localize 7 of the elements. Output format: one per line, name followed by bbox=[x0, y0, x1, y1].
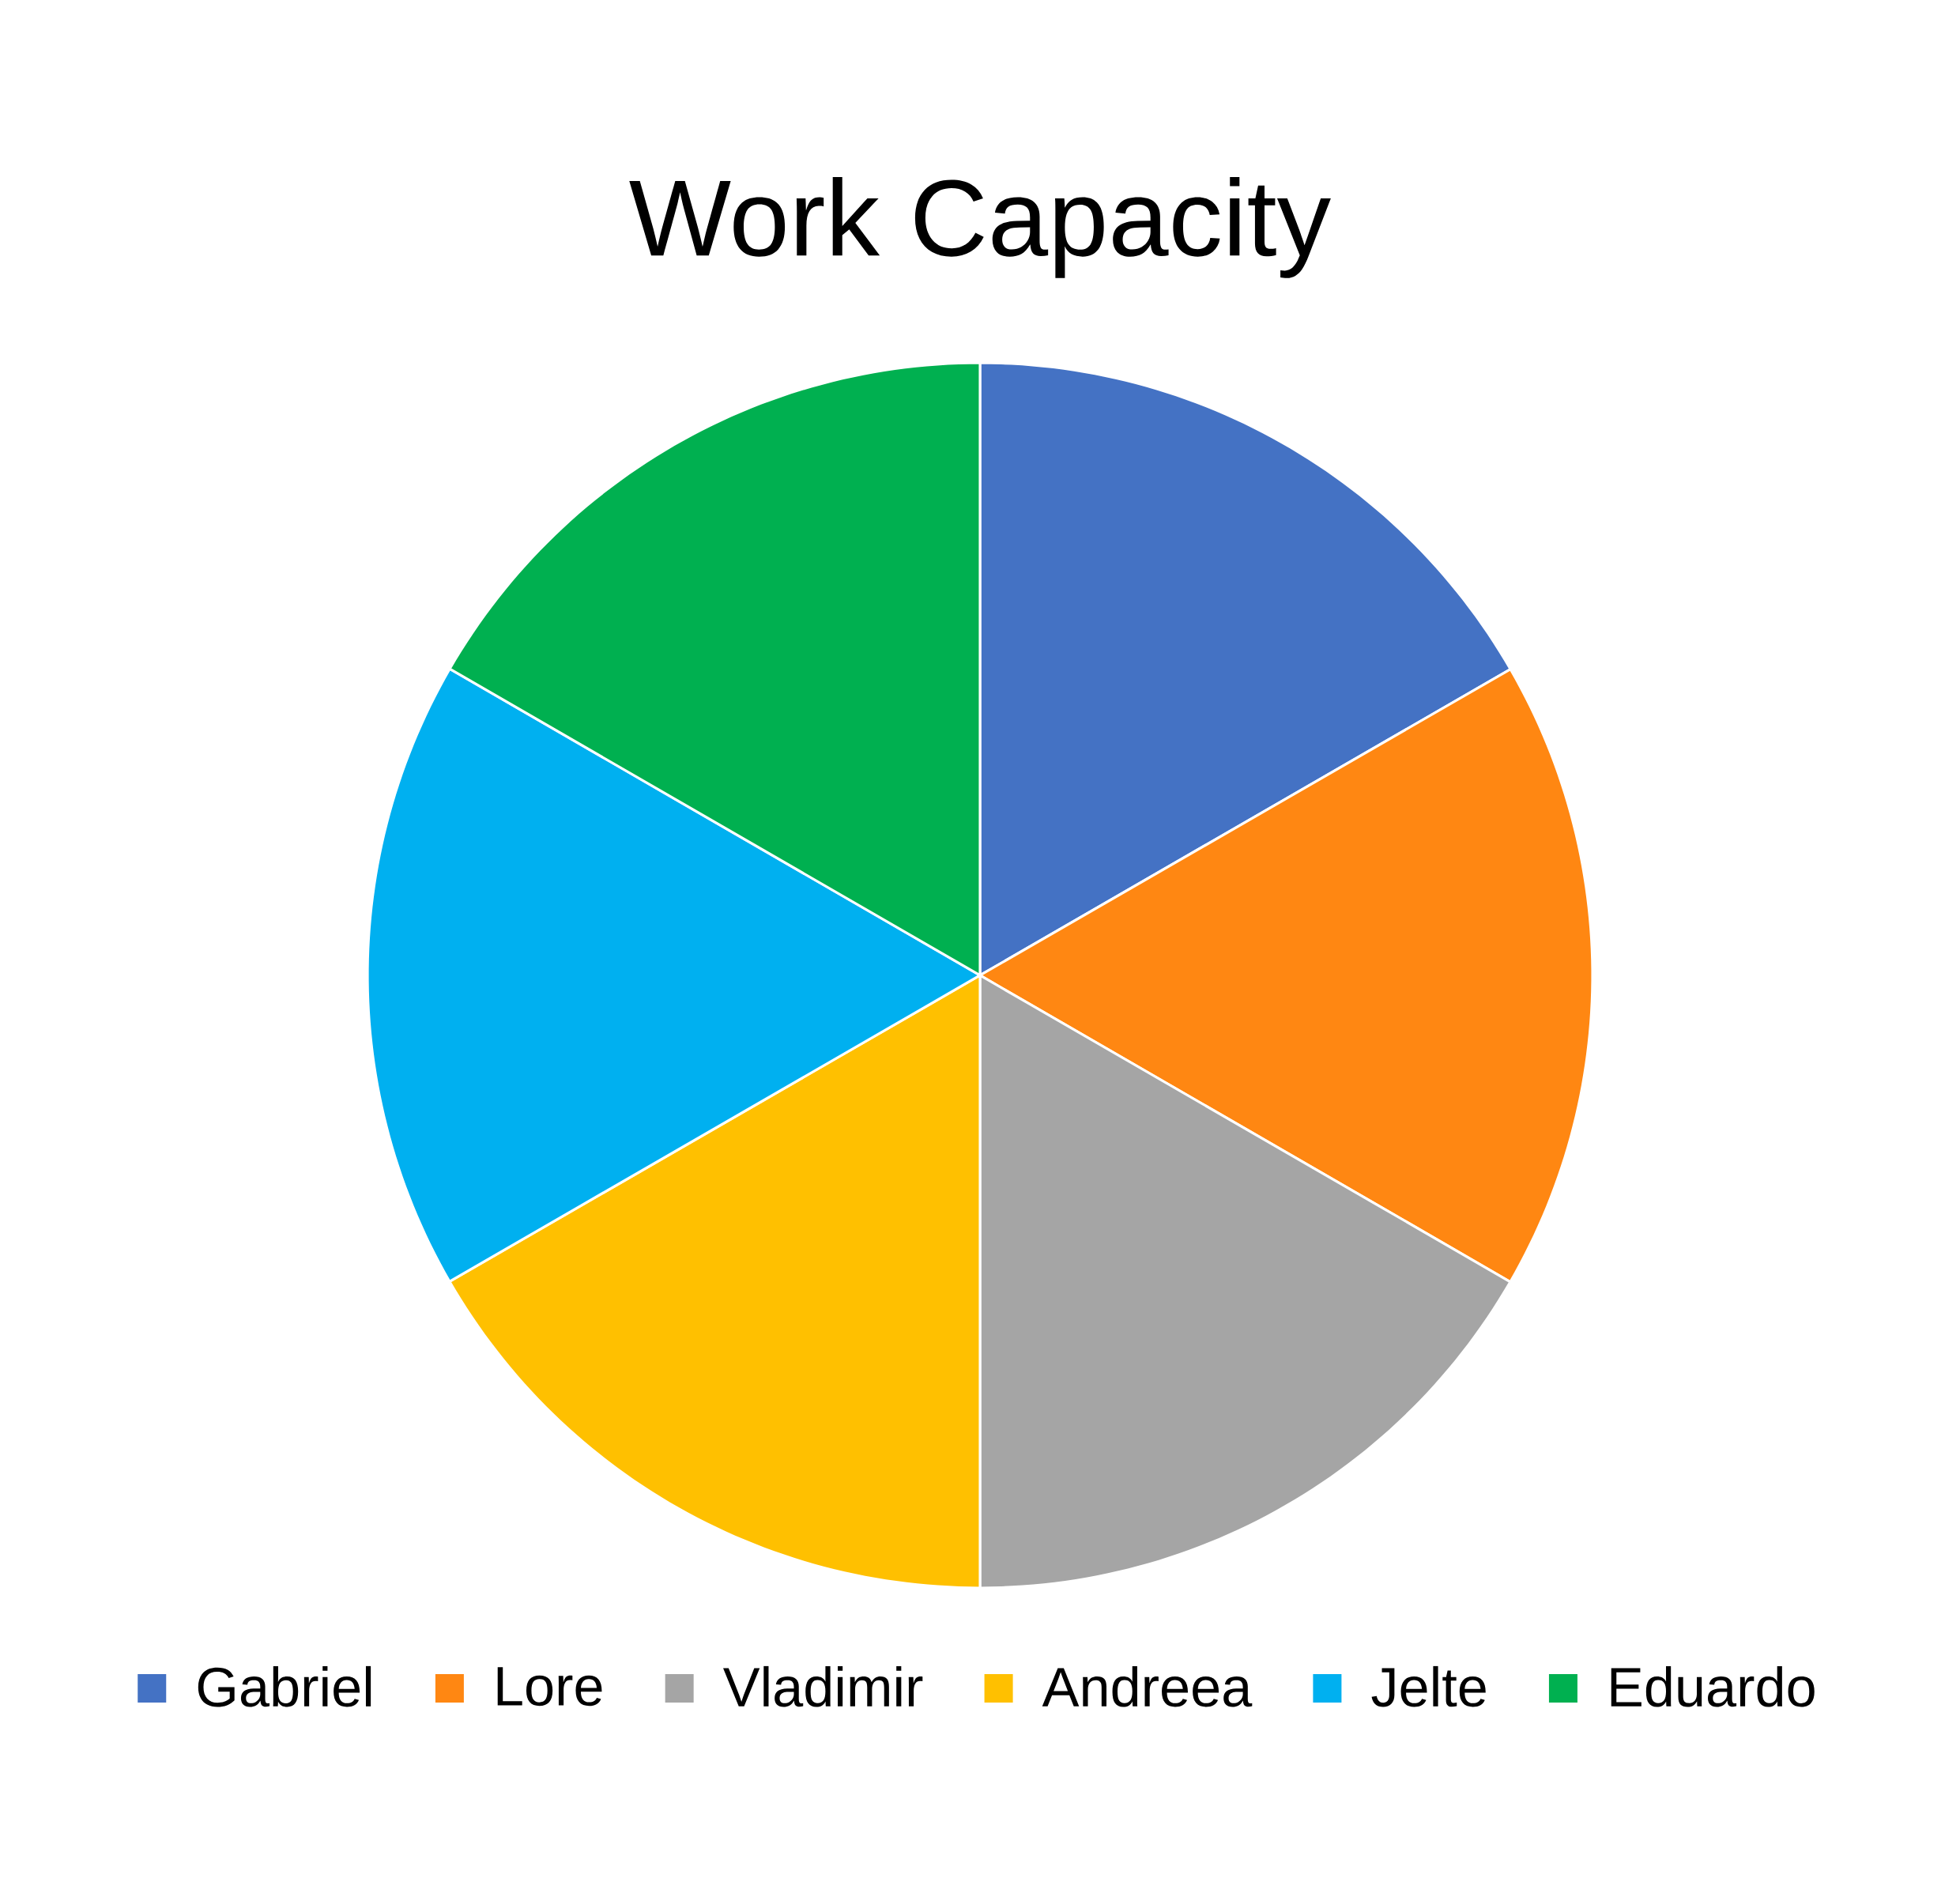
legend-label: Vladimir bbox=[723, 1665, 923, 1707]
legend-label: Andreea bbox=[1042, 1665, 1253, 1707]
legend-label: Lore bbox=[497, 1667, 602, 1707]
legend-label: Eduardo bbox=[1611, 1665, 1815, 1707]
chart-title: Work Capacity bbox=[629, 176, 1331, 278]
legend-label: Gabriel bbox=[198, 1665, 371, 1707]
legend-label: Jelte bbox=[1371, 1665, 1486, 1707]
